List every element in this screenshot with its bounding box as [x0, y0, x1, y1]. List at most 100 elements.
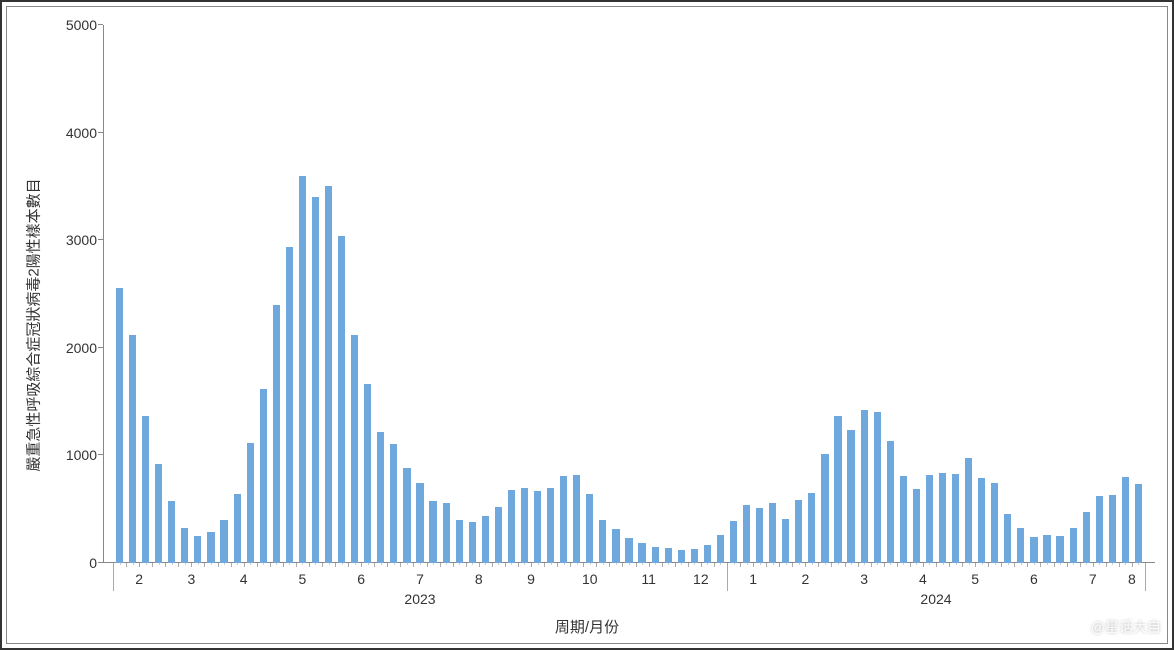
minor-tick	[760, 563, 761, 565]
minor-tick	[276, 563, 277, 565]
bar	[325, 186, 332, 563]
month-label: 3	[187, 571, 195, 587]
minor-ticks	[113, 563, 1145, 569]
bar	[273, 305, 280, 563]
y-tick-label: 1000	[66, 447, 97, 463]
year-separator	[727, 563, 728, 591]
y-tick-label: 4000	[66, 125, 97, 141]
bar	[991, 483, 998, 563]
minor-tick	[799, 563, 800, 565]
minor-tick	[962, 563, 963, 567]
minor-tick	[805, 563, 806, 567]
month-label: 7	[1089, 571, 1097, 587]
minor-tick	[694, 563, 695, 565]
minor-tick	[250, 563, 251, 565]
minor-tick	[649, 563, 650, 567]
minor-tick	[191, 563, 192, 567]
y-tick-mark	[98, 239, 103, 240]
minor-tick	[518, 563, 519, 567]
y-tick-mark	[98, 24, 103, 25]
minor-tick	[603, 563, 604, 565]
minor-tick	[910, 563, 911, 567]
minor-tick	[1021, 563, 1022, 565]
bar	[377, 432, 384, 563]
minor-tick	[1034, 563, 1035, 565]
minor-tick	[198, 563, 199, 565]
minor-tick	[237, 563, 238, 565]
x-axis-label: 周期/月份	[555, 616, 619, 637]
minor-tick	[400, 563, 401, 567]
bar	[234, 494, 241, 563]
bar	[874, 412, 881, 563]
minor-tick	[877, 563, 878, 565]
bar	[155, 464, 162, 563]
year-label: 2023	[404, 591, 435, 607]
minor-tick	[315, 563, 316, 565]
minor-tick	[146, 563, 147, 565]
minor-tick	[773, 563, 774, 565]
minor-tick	[609, 563, 610, 567]
minor-tick	[943, 563, 944, 565]
minor-tick	[296, 563, 297, 567]
minor-tick	[557, 563, 558, 567]
minor-tick	[172, 563, 173, 565]
minor-tick	[211, 563, 212, 565]
axis-endcap	[113, 563, 114, 591]
bar	[717, 535, 724, 563]
minor-tick	[1047, 563, 1048, 565]
bar	[887, 441, 894, 563]
bar	[573, 475, 580, 563]
minor-tick	[740, 563, 741, 567]
minor-tick	[577, 563, 578, 565]
minor-tick	[505, 563, 506, 567]
minor-tick	[890, 563, 891, 565]
bar	[625, 538, 632, 563]
bar	[1043, 535, 1050, 563]
minor-tick	[818, 563, 819, 567]
minor-tick	[1001, 563, 1002, 567]
minor-tick	[1027, 563, 1028, 567]
bar	[665, 548, 672, 563]
minor-tick	[204, 563, 205, 567]
minor-tick	[433, 563, 434, 565]
minor-tick	[335, 563, 336, 567]
bar	[900, 476, 907, 563]
minor-tick	[394, 563, 395, 565]
minor-tick	[786, 563, 787, 565]
month-label: 5	[299, 571, 307, 587]
year-label: 2024	[920, 591, 951, 607]
minor-tick	[159, 563, 160, 565]
minor-tick	[629, 563, 630, 565]
month-label: 5	[971, 571, 979, 587]
y-tick-mark	[98, 132, 103, 133]
minor-tick	[244, 563, 245, 567]
minor-tick	[342, 563, 343, 565]
minor-tick	[551, 563, 552, 565]
minor-tick	[936, 563, 937, 567]
bar	[168, 501, 175, 563]
minor-tick	[1054, 563, 1055, 567]
minor-tick	[897, 563, 898, 567]
minor-tick	[701, 563, 702, 567]
minor-tick	[753, 563, 754, 567]
bar	[495, 507, 502, 563]
minor-tick	[544, 563, 545, 567]
bar	[691, 549, 698, 563]
bar	[299, 176, 306, 563]
month-label: 12	[693, 571, 709, 587]
minor-tick	[420, 563, 421, 565]
month-label: 10	[582, 571, 598, 587]
minor-tick	[355, 563, 356, 565]
bar	[351, 335, 358, 563]
bar	[207, 532, 214, 563]
minor-tick	[479, 563, 480, 567]
minor-tick	[1086, 563, 1087, 565]
minor-tick	[982, 563, 983, 565]
minor-tick	[524, 563, 525, 565]
minor-tick	[348, 563, 349, 567]
bar	[861, 410, 868, 563]
month-label: 3	[860, 571, 868, 587]
minor-tick	[302, 563, 303, 565]
bar	[247, 443, 254, 564]
minor-tick	[368, 563, 369, 565]
